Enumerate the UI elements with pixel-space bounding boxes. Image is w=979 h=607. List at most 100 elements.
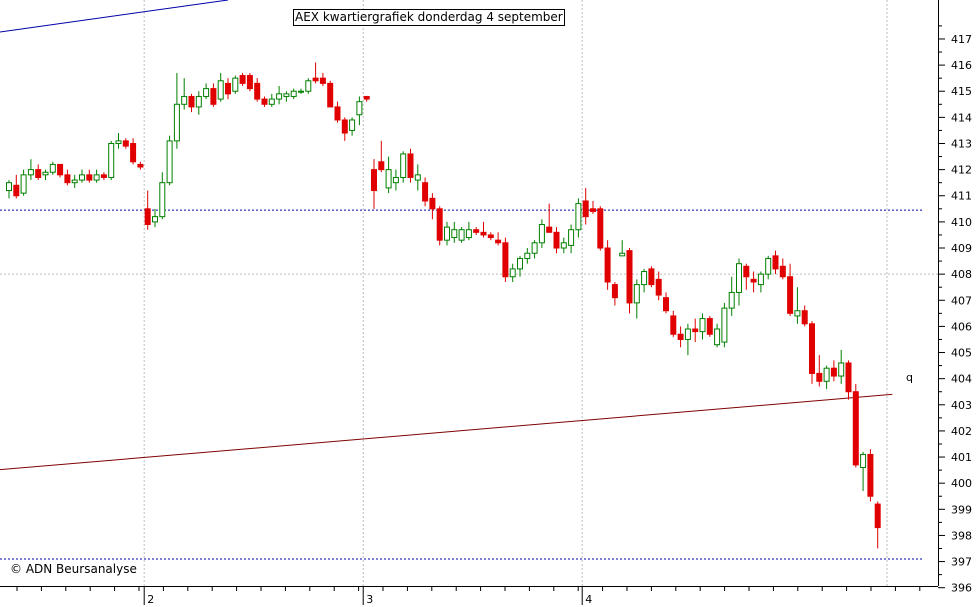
candle-body [641, 271, 648, 286]
candle-body [736, 263, 742, 293]
candle-body [444, 226, 450, 241]
candle-body [779, 265, 786, 278]
candle-body [830, 367, 837, 377]
candle-body [239, 75, 246, 84]
candle-body [312, 77, 319, 82]
candle-body [575, 203, 582, 231]
candle-body [590, 208, 596, 212]
candle-body [173, 103, 180, 142]
candle-body [210, 88, 217, 105]
candle-body [568, 229, 575, 246]
y-tick-label: 416 [951, 59, 972, 72]
candle-body [757, 273, 764, 286]
candle-body [115, 140, 122, 144]
y-tick-label: 403 [951, 399, 972, 412]
candle-body [356, 101, 363, 116]
candle-body [283, 93, 290, 97]
candle-body [699, 318, 706, 333]
y-tick-label: 417 [951, 33, 972, 46]
candle-body [743, 265, 750, 278]
candle-body [188, 95, 195, 108]
y-tick-label: 405 [951, 347, 972, 360]
candle-body [378, 161, 385, 171]
candle-body [166, 140, 173, 184]
y-tick-label: 411 [951, 190, 972, 203]
candle-body [319, 77, 326, 84]
y-tick-label: 401 [951, 451, 972, 464]
x-day-label: 4 [585, 593, 592, 606]
x-day-label: 2 [147, 593, 154, 606]
candle-body [480, 231, 487, 236]
candle-body [604, 247, 611, 283]
candle-body [327, 82, 334, 108]
candle-body [203, 88, 210, 97]
y-tick-label: 415 [951, 85, 972, 98]
candle-body [349, 119, 356, 131]
candle-body [385, 169, 392, 189]
y-tick-label: 404 [951, 373, 972, 386]
x-day-label: 3 [366, 593, 373, 606]
candle-body [290, 90, 297, 97]
candle-body [794, 310, 801, 317]
candle-body [597, 208, 604, 249]
y-tick-label: 414 [951, 111, 972, 124]
candle-body [298, 90, 304, 93]
y-tick-label: 408 [951, 268, 972, 281]
candle-body [765, 257, 772, 275]
candle-body [772, 255, 779, 270]
candle-body [633, 284, 640, 304]
candle-body [152, 216, 158, 223]
candle-body [225, 82, 231, 95]
candle-body [706, 318, 713, 335]
candle-body [487, 234, 494, 239]
candle-body [611, 284, 618, 299]
candle-body [852, 391, 859, 466]
candle-body [582, 200, 589, 218]
candle-body [137, 163, 144, 168]
candle-body [801, 310, 808, 325]
candle-body [400, 153, 407, 178]
y-tick-label: 396 [951, 582, 972, 595]
candle-body [392, 176, 399, 184]
candles [6, 62, 881, 549]
candle-body [838, 362, 845, 377]
candle-body [429, 197, 436, 210]
candle-body [816, 372, 823, 382]
candle-body [495, 239, 502, 244]
candle-body [13, 184, 20, 197]
candle-body [64, 174, 71, 184]
candle-body [663, 297, 669, 312]
y-tick-label: 399 [951, 503, 972, 516]
candle-body [57, 163, 64, 176]
y-tick-label: 407 [951, 294, 972, 307]
candle-body [144, 208, 151, 225]
candle-body [422, 182, 429, 202]
copyright-label: © ADN Beursanalyse [10, 562, 137, 576]
candle-body [261, 98, 268, 105]
candle-body [254, 82, 261, 100]
candle-body [108, 142, 115, 178]
y-tick-label: 398 [951, 529, 972, 542]
candle-body [845, 362, 852, 393]
candle-body [648, 268, 655, 286]
candle-body [619, 252, 626, 257]
candle-body [728, 291, 735, 309]
candle-body [341, 119, 348, 134]
chart-title: AEX kwartiergrafiek donderdag 4 septembe… [293, 9, 565, 26]
candle-body [465, 229, 472, 239]
candle-body [414, 174, 421, 181]
candle-body [860, 453, 867, 469]
candle-body [305, 80, 312, 92]
candle-body [79, 174, 85, 181]
candle-body [823, 367, 830, 382]
candle-body [363, 95, 370, 100]
y-tick-label: 410 [951, 216, 972, 229]
candle-body [100, 174, 107, 178]
candle-body [546, 226, 553, 233]
candle-body [93, 174, 100, 181]
candle-body [86, 174, 93, 181]
candle-body [874, 503, 881, 529]
candle-body [531, 242, 538, 254]
